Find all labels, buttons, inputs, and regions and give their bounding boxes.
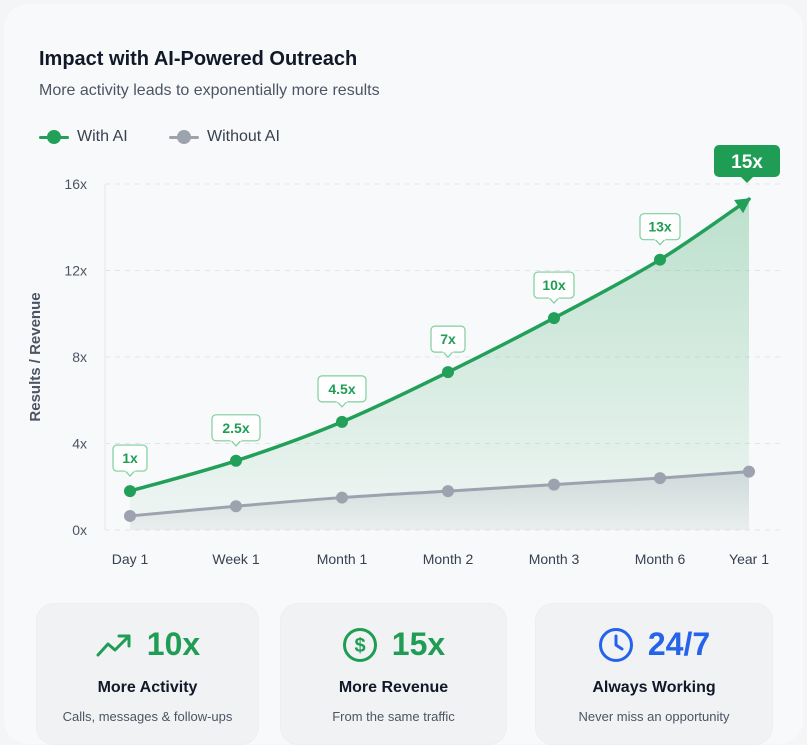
data-label-badge — [714, 145, 780, 177]
data-label-pointer — [335, 400, 349, 408]
chart-title: Impact with AI-Powered Outreach — [39, 48, 358, 70]
x-tick-label: Month 3 — [529, 551, 580, 567]
data-label-with-ai: 10x — [533, 271, 575, 304]
data-label-pointer — [653, 238, 667, 246]
data-label-text: 7x — [440, 331, 456, 347]
legend-item-without-ai[interactable]: Without AI — [169, 126, 280, 148]
data-point-without-ai — [336, 491, 348, 504]
data-point-with-ai — [548, 312, 560, 325]
y-tick-label: 0x — [72, 522, 87, 538]
stat-label-revenue: More Revenue — [338, 679, 449, 696]
legend-item-with-ai[interactable]: With AI — [39, 126, 128, 148]
x-tick-label: Month 6 — [635, 551, 686, 567]
data-label-with-ai: 15x — [714, 145, 780, 183]
data-point-without-ai — [743, 465, 755, 478]
data-label-pointer-mask — [654, 237, 666, 240]
data-label-with-ai: 2.5x — [211, 414, 261, 447]
data-point-with-ai — [124, 485, 136, 498]
data-point-without-ai — [124, 509, 136, 522]
line-chart: 1x 2.5x 4.5x 7x 10x 13x 15x 0x 4x 8x 12x 16x Result… — [27, 145, 785, 567]
stat-desc-activity: Calls, messages & follow-ups — [62, 709, 233, 724]
y-tick-label: 12x — [64, 263, 87, 279]
data-label-text: 15x — [731, 152, 763, 173]
data-label-pointer — [547, 296, 561, 304]
x-tick-label: Month 2 — [423, 551, 474, 567]
stat-card-activity: 10x More Activity Calls, messages & foll… — [36, 603, 259, 745]
data-label-pointer-mask — [124, 469, 136, 472]
stat-label-activity: More Activity — [97, 679, 198, 696]
y-tick-label: 4x — [72, 436, 87, 452]
stat-desc-always-working: Never miss an opportunity — [578, 709, 730, 724]
y-tick-label: 8x — [72, 349, 87, 365]
x-tick-label: Day 1 — [112, 551, 149, 567]
stat-value-activity: 10x — [146, 626, 201, 662]
data-label-text: 13x — [648, 219, 672, 235]
area-with-ai — [130, 199, 749, 530]
data-label-pointer-mask — [336, 399, 348, 403]
data-point-without-ai — [654, 472, 666, 485]
data-label-text: 4.5x — [328, 381, 355, 397]
data-label-text: 10x — [542, 277, 566, 293]
data-label-pointer — [123, 469, 137, 477]
data-point-with-ai-arrow — [734, 198, 751, 214]
data-point-with-ai — [442, 366, 454, 379]
data-label-with-ai: 7x — [430, 325, 466, 359]
data-point-without-ai — [442, 485, 454, 498]
clock-icon — [598, 627, 633, 662]
data-point-without-ai — [548, 478, 560, 491]
stat-card-revenue: $ 15x More Revenue From the same traffic — [280, 603, 507, 745]
chart-subtitle: More activity leads to exponentially mor… — [39, 82, 380, 99]
legend-swatch-without-ai — [169, 126, 199, 148]
stat-value-revenue: 15x — [391, 626, 446, 662]
data-label-pointer-mask — [548, 296, 560, 299]
data-label-with-ai: 1x — [112, 444, 148, 477]
trend-up-icon — [96, 634, 131, 656]
legend-swatch-with-ai — [39, 126, 69, 148]
y-tick-label: 16x — [64, 176, 87, 192]
data-label-with-ai: 13x — [639, 213, 681, 246]
data-point-with-ai — [336, 415, 348, 428]
dollar-icon: $ — [342, 627, 377, 662]
y-axis-label: Results / Revenue — [27, 292, 44, 421]
stat-desc-revenue: From the same traffic — [332, 709, 455, 724]
stat-card-always-working: 24/7 Always Working Never miss an opport… — [535, 603, 773, 745]
data-label-badge-pointer — [741, 177, 753, 183]
stat-label-always-working: Always Working — [592, 679, 716, 696]
data-label-with-ai: 4.5x — [317, 375, 367, 408]
data-point-with-ai — [654, 253, 666, 266]
data-label-pointer-mask — [442, 350, 454, 353]
data-label-text: 2.5x — [222, 420, 249, 436]
legend-label-with-ai: With AI — [77, 128, 128, 145]
legend-label-without-ai: Without AI — [207, 128, 280, 145]
data-point-with-ai — [230, 454, 242, 467]
data-label-pointer — [441, 351, 455, 359]
area-without-ai — [130, 471, 749, 530]
svg-text:$: $ — [354, 635, 365, 657]
x-tick-label: Week 1 — [212, 551, 259, 567]
data-point-without-ai — [230, 500, 242, 513]
stat-value-always-working: 24/7 — [647, 626, 711, 662]
data-label-pointer-mask — [230, 438, 242, 441]
data-label-text: 1x — [122, 450, 138, 466]
x-tick-label: Year 1 — [729, 551, 769, 567]
x-tick-label: Month 1 — [317, 551, 368, 567]
